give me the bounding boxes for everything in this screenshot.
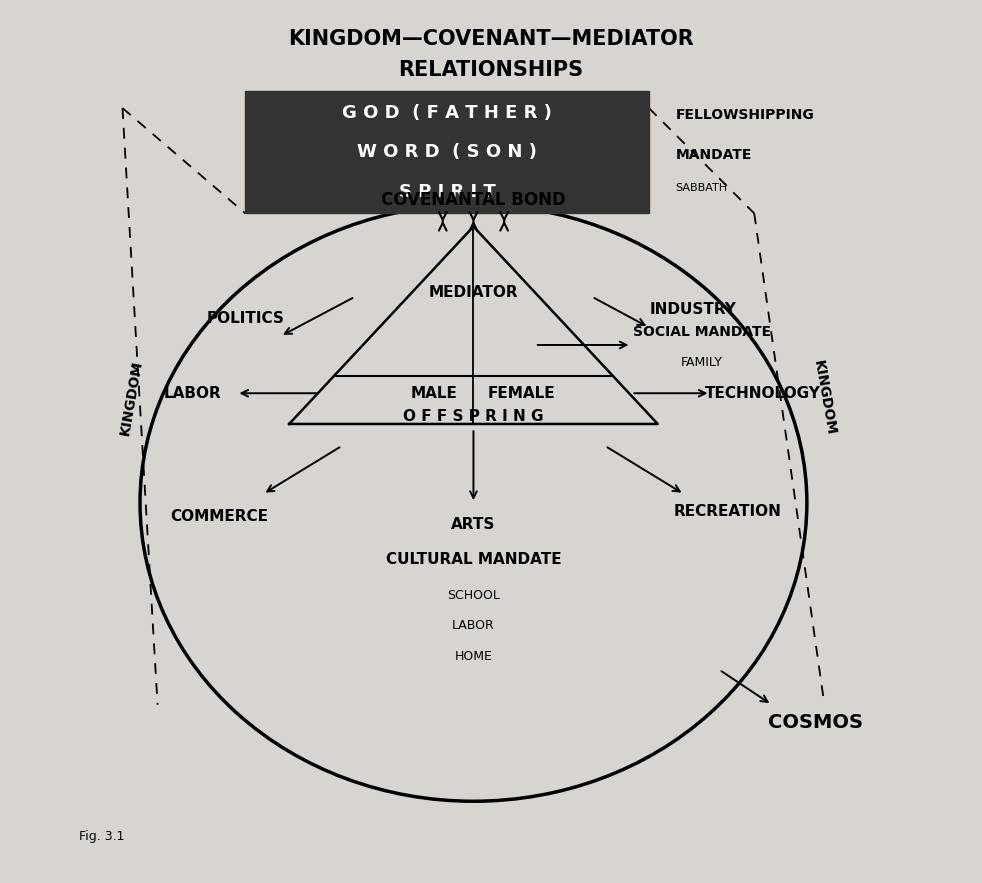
Text: MALE: MALE bbox=[410, 386, 458, 401]
Text: FELLOWSHIPPING: FELLOWSHIPPING bbox=[676, 108, 814, 122]
Text: KINGDOM: KINGDOM bbox=[118, 359, 144, 436]
Text: LABOR: LABOR bbox=[164, 386, 222, 401]
Text: MEDIATOR: MEDIATOR bbox=[428, 285, 518, 300]
Text: LABOR: LABOR bbox=[452, 619, 495, 632]
Text: SABBATH: SABBATH bbox=[676, 183, 728, 192]
Text: FAMILY: FAMILY bbox=[681, 356, 723, 369]
Text: KINGDOM: KINGDOM bbox=[811, 359, 838, 436]
Text: TECHNOLOGY: TECHNOLOGY bbox=[705, 386, 821, 401]
Text: SCHOOL: SCHOOL bbox=[447, 589, 500, 601]
FancyBboxPatch shape bbox=[246, 91, 649, 214]
Text: HOME: HOME bbox=[455, 650, 492, 663]
Text: RELATIONSHIPS: RELATIONSHIPS bbox=[399, 60, 583, 79]
Text: MANDATE: MANDATE bbox=[676, 147, 751, 162]
Text: S P I R I T: S P I R I T bbox=[399, 183, 496, 200]
Text: G O D  ( F A T H E R ): G O D ( F A T H E R ) bbox=[342, 103, 552, 122]
Text: INDUSTRY: INDUSTRY bbox=[649, 302, 736, 317]
Text: RECREATION: RECREATION bbox=[674, 504, 782, 519]
Text: COMMERCE: COMMERCE bbox=[170, 509, 268, 524]
Text: KINGDOM—COVENANT—MEDIATOR: KINGDOM—COVENANT—MEDIATOR bbox=[288, 29, 694, 49]
Text: W O R D  ( S O N ): W O R D ( S O N ) bbox=[357, 143, 537, 162]
Text: COVENANTAL BOND: COVENANTAL BOND bbox=[381, 191, 566, 209]
Text: O F F S P R I N G: O F F S P R I N G bbox=[404, 410, 544, 425]
Text: COSMOS: COSMOS bbox=[768, 713, 863, 732]
Text: ARTS: ARTS bbox=[452, 517, 496, 532]
Text: POLITICS: POLITICS bbox=[206, 311, 284, 326]
Text: SOCIAL MANDATE: SOCIAL MANDATE bbox=[632, 325, 771, 339]
Text: CULTURAL MANDATE: CULTURAL MANDATE bbox=[386, 553, 562, 568]
Text: FEMALE: FEMALE bbox=[488, 386, 556, 401]
Text: Fig. 3.1: Fig. 3.1 bbox=[79, 830, 124, 843]
